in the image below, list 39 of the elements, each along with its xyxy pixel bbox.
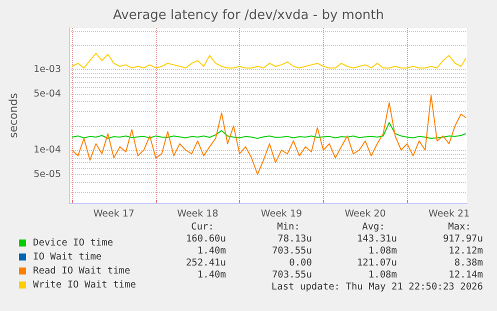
text: 252.41u <box>186 258 226 268</box>
y-tick-label: 1e-04 <box>34 144 61 156</box>
line-series <box>71 52 467 68</box>
text: Cur: <box>191 222 214 232</box>
text: 160.60u <box>186 234 226 244</box>
x-tick-label: Week 21 <box>428 208 470 220</box>
text: 703.55u <box>272 270 312 280</box>
text: 12.12m <box>448 246 484 256</box>
text: Min: <box>277 222 300 232</box>
text: 1.08m <box>368 270 398 280</box>
text: 121.07u <box>356 258 397 268</box>
y-tick-label: 1e-03 <box>34 64 61 76</box>
text: Max: <box>448 222 471 232</box>
text: 8.38m <box>454 258 484 268</box>
y-tick-label: 5e-05 <box>34 168 61 180</box>
text: 0.00 <box>289 258 312 268</box>
chart-title: Average latency for /dev/xvda - by month <box>113 8 384 23</box>
text: 1.40m <box>197 246 226 256</box>
y-tick-label: 5e-04 <box>34 88 61 100</box>
text: 78.13u <box>278 234 312 244</box>
x-tick-label: Week 17 <box>93 208 134 220</box>
text: Last update: Thu May 21 22:50:23 2026 <box>271 282 484 292</box>
legend-label: Read IO Wait time <box>33 266 131 276</box>
text: 703.55u <box>272 246 312 256</box>
legend-label: Device IO time <box>33 238 114 248</box>
text: 1.40m <box>197 270 226 280</box>
legend-label: Write IO Wait time <box>33 280 136 290</box>
text: 12.14m <box>448 270 484 280</box>
x-tick-label: Week 18 <box>177 208 218 220</box>
text: Avg: <box>362 222 385 232</box>
text: 143.31u <box>356 234 397 244</box>
x-tick-label: Week 19 <box>260 208 302 220</box>
y-axis-title: seconds <box>7 92 20 138</box>
line-series <box>71 122 467 139</box>
text: 917.97u <box>442 234 483 244</box>
legend-label: IO Wait time <box>33 252 102 262</box>
text: 1.08m <box>368 246 398 256</box>
line-series <box>71 94 467 175</box>
x-tick-label: Week 20 <box>344 208 386 220</box>
